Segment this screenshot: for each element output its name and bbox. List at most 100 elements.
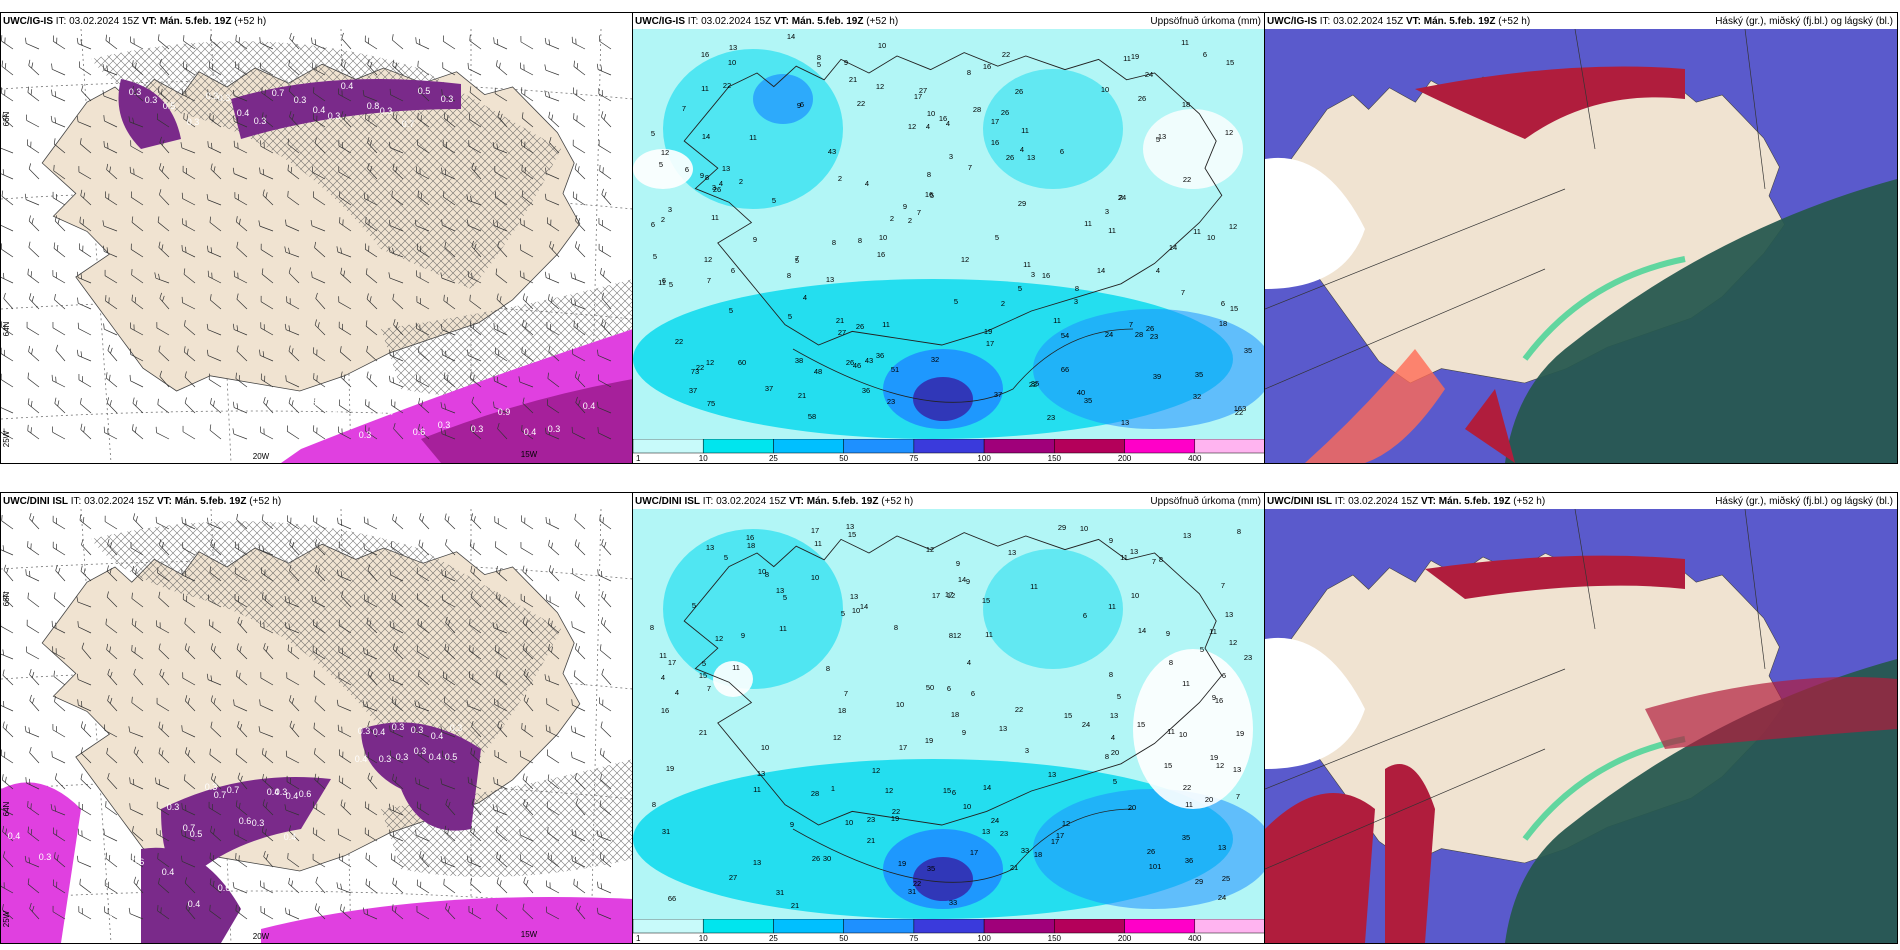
precip-value-label: 9 xyxy=(753,235,757,244)
wind-barb xyxy=(287,190,300,206)
wind-barb xyxy=(574,773,586,790)
wind-barb xyxy=(364,35,378,50)
precip-value-label: 2 xyxy=(908,216,912,225)
wind-barb xyxy=(313,670,326,686)
wind-barb xyxy=(234,541,248,556)
precip-value-label: 35 xyxy=(927,864,935,873)
wind-barb xyxy=(519,270,534,284)
wind-barb xyxy=(545,167,560,180)
wind-barb xyxy=(133,668,144,686)
wind-barb xyxy=(131,294,144,310)
wind-barb xyxy=(210,721,222,738)
wind-barb xyxy=(391,696,404,712)
wind-barb xyxy=(471,240,482,258)
snow-hatch-area xyxy=(381,759,633,877)
wind-barb xyxy=(28,59,40,76)
precip-value-label: 5 xyxy=(653,252,657,261)
precip-value-label: 20 xyxy=(1205,795,1213,804)
wind-barb xyxy=(261,748,274,764)
wind-barb xyxy=(466,194,482,206)
icing-band xyxy=(361,722,481,831)
wind-barb xyxy=(130,140,144,154)
wind-barb xyxy=(1,749,14,764)
wind-barb xyxy=(495,826,508,842)
ice-value-label: 0.4 xyxy=(431,731,444,741)
precip-value-label: 18 xyxy=(1219,319,1227,328)
wind-barb xyxy=(184,643,196,660)
precip-value-label: 5 xyxy=(1113,777,1117,786)
wind-barb xyxy=(573,320,586,336)
wind-barb xyxy=(234,567,248,582)
wind-barb xyxy=(260,140,274,154)
wind-barb xyxy=(314,539,326,556)
precip-value-label: 4 xyxy=(1156,266,1160,275)
wind-barb xyxy=(521,190,534,206)
precip-value-label: 10 xyxy=(1179,730,1187,739)
wind-barb xyxy=(261,514,274,530)
wind-barb xyxy=(232,167,248,180)
wind-barb xyxy=(157,398,170,414)
precip-value-label: 163 xyxy=(1234,404,1247,413)
wind-barb xyxy=(26,619,40,634)
wind-barb xyxy=(52,515,66,530)
wind-barb xyxy=(258,726,274,738)
wind-barb xyxy=(341,111,352,128)
wind-barb xyxy=(471,396,482,414)
wind-barb xyxy=(546,880,560,894)
wind-barb xyxy=(207,517,222,530)
wind-barb xyxy=(469,424,482,440)
wind-barb xyxy=(52,827,66,842)
precip-value-label: 35 xyxy=(1031,379,1039,388)
wind-barb xyxy=(288,825,300,842)
wind-barb xyxy=(469,294,482,310)
precip-value-label: 14 xyxy=(1169,243,1177,252)
precip-value-label: 10 xyxy=(1080,524,1088,533)
wind-barb xyxy=(314,319,326,336)
wind-barb xyxy=(392,643,404,660)
precip-value-label: 22 xyxy=(913,879,921,888)
panel-header: UWC/DINI ISL IT: 03.02.2024 15Z VT: Mán.… xyxy=(1267,496,1546,507)
wind-barb xyxy=(441,167,456,180)
wind-barb xyxy=(574,371,586,388)
wind-barb xyxy=(572,191,586,206)
precip-value-label: 16 xyxy=(925,190,933,199)
wind-barb xyxy=(523,876,534,894)
ice-value-label: 0.5 xyxy=(190,829,203,839)
precip-value-label: 4 xyxy=(1111,733,1115,742)
precip-value-label: 13 xyxy=(776,586,784,595)
wind-barb xyxy=(575,798,586,816)
ice-value-label: 0.3 xyxy=(294,95,307,105)
wind-barb xyxy=(157,34,170,50)
wind-barb xyxy=(104,515,118,530)
wind-barb xyxy=(209,619,222,634)
precip-value-label: 13 xyxy=(1008,548,1016,557)
wind-barb xyxy=(27,541,40,556)
wind-barb xyxy=(180,855,196,868)
wind-barb xyxy=(497,110,508,128)
wind-barb xyxy=(78,906,92,920)
wind-barb xyxy=(418,539,430,556)
wind-barb xyxy=(260,243,274,258)
wind-barb xyxy=(209,748,222,764)
wind-barb xyxy=(132,513,144,530)
precip-value-label: 21 xyxy=(791,901,799,910)
wind-barb xyxy=(365,216,378,232)
precip-value-label: 9 xyxy=(797,101,801,110)
wind-barb xyxy=(1,700,14,712)
wind-barb xyxy=(597,569,612,582)
graticule-line xyxy=(1265,268,1546,390)
precip-value-label: 7 xyxy=(1152,557,1156,566)
wind-barb xyxy=(414,700,430,712)
wind-barb xyxy=(159,136,170,154)
wind-barb xyxy=(442,62,456,76)
precip-value-label: 13 xyxy=(1027,153,1035,162)
precip-value-label: 5 xyxy=(817,60,821,69)
wind-barb xyxy=(601,292,612,310)
wind-barb xyxy=(315,876,326,894)
precip-value-label: 28 xyxy=(973,105,981,114)
precip-value-label: 9 xyxy=(1212,693,1216,702)
wind-barb xyxy=(2,669,14,686)
precip-value-label: 8 xyxy=(817,53,821,62)
wind-barb xyxy=(1,620,14,634)
wind-barb xyxy=(337,828,352,842)
